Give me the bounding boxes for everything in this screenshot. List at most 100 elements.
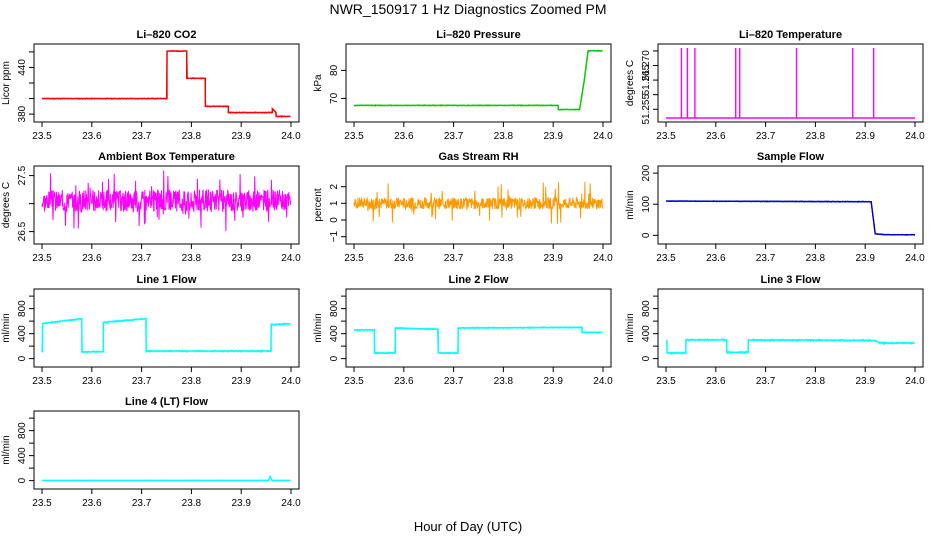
series-noise (353, 49, 603, 111)
plot-frame (33, 410, 300, 490)
y-axis-label: ml/min (625, 313, 636, 342)
series-noise (354, 325, 603, 355)
panel-title: Gas Stream RH (438, 151, 518, 163)
plot-frame (345, 165, 612, 245)
x-tick-label: 23.6 (82, 131, 102, 142)
panel-rh: Gas Stream RH percent 23.5 23.6 23.7 23.8 23.9… (313, 151, 613, 264)
x-tick-label: 23.7 (756, 376, 776, 387)
y-axis-label: Licor ppm (1, 61, 12, 105)
plot-frame (657, 288, 924, 368)
y-tick-label: 70 (329, 92, 340, 104)
x-tick-label: 23.8 (494, 376, 514, 387)
x-tick-label: 23.5 (344, 131, 364, 142)
x-tick-label: 23.6 (82, 376, 102, 387)
x-tick-label: 23.8 (182, 253, 202, 264)
y-axis-label: ml/min (1, 435, 12, 464)
plot-frame (345, 288, 612, 368)
y-axis-label: ml/min (1, 313, 12, 342)
x-tick-label: 23.7 (756, 131, 776, 142)
x-tick-label: 23.7 (132, 131, 152, 142)
y-axis-label: ml/min (625, 190, 636, 219)
panel-temp: Li–820 Temperature degrees C 23.5 23.6 23.7 2… (625, 29, 925, 142)
y-tick-label: 400 (17, 325, 28, 342)
plot-frame (657, 165, 924, 245)
x-tick-label: 23.8 (182, 376, 202, 387)
y-tick-label: 100 (641, 195, 652, 212)
x-tick-label: 23.6 (394, 253, 414, 264)
x-tick-label: 23.6 (706, 131, 726, 142)
y-tick-label: 0 (17, 477, 28, 483)
plot-frame (33, 288, 300, 368)
x-tick-label: 24.0 (281, 253, 301, 264)
x-tick-label: 23.7 (132, 498, 152, 509)
x-tick-label: 23.9 (855, 376, 875, 387)
series-rh (353, 181, 604, 224)
panel-title: Line 2 Flow (449, 274, 509, 286)
x-tick-label: 23.9 (231, 376, 251, 387)
panel-co2: Li–820 CO2 Licor ppm 23.5 23.6 23.7 23.8 23.9 2… (1, 29, 301, 142)
x-tick-label: 23.6 (82, 498, 102, 509)
panel-title: Ambient Box Temperature (98, 151, 235, 163)
series-noise (665, 200, 915, 236)
x-tick-label: 23.8 (182, 131, 202, 142)
x-tick-label: 23.5 (344, 376, 364, 387)
x-tick-label: 23.8 (806, 376, 826, 387)
y-axis-label: degrees C (1, 182, 12, 228)
y-tick-label: 0 (641, 355, 652, 361)
panel-pressure: Li–820 Pressure kPa 23.5 23.6 23.7 23.8 23.9 24… (313, 29, 613, 142)
x-tick-label: 23.5 (32, 376, 52, 387)
y-axis-label: percent (313, 188, 324, 222)
y-tick-label: 51.255 (641, 94, 652, 125)
x-tick-label: 23.9 (543, 253, 563, 264)
x-tick-label: 24.0 (905, 376, 925, 387)
panel-title: Li–820 CO2 (137, 29, 197, 41)
y-tick-label: 0 (17, 355, 28, 361)
panel-ambient: Ambient Box Temperature degrees C 23.5 23.6… (1, 151, 301, 264)
y-tick-label: 27.5 (17, 165, 28, 185)
y-tick-label: −1 (329, 231, 340, 243)
y-tick-label: 800 (17, 300, 28, 317)
panel-title: Li–820 Pressure (436, 29, 520, 41)
series-pressure (353, 49, 603, 111)
x-tick-label: 23.5 (656, 253, 676, 264)
series-noise (41, 49, 291, 118)
series-line (42, 474, 291, 482)
x-tick-label: 23.7 (132, 376, 152, 387)
series-line4 (42, 474, 291, 482)
plot-frame (657, 43, 924, 123)
y-tick-label: 440 (17, 59, 28, 76)
x-tick-label: 24.0 (905, 253, 925, 264)
y-tick-label: 26.5 (17, 221, 28, 241)
x-tick-label: 24.0 (281, 498, 301, 509)
panel-title: Li–820 Temperature (739, 29, 842, 41)
series-line (665, 200, 915, 236)
series-line (354, 50, 603, 111)
panel-title: Line 3 Flow (761, 274, 821, 286)
y-tick-label: 800 (641, 300, 652, 317)
y-tick-label: 800 (17, 422, 28, 439)
panel-sample: Sample Flow ml/min 23.5 23.6 23.7 23.8 23.9 24.… (625, 151, 925, 264)
y-tick-label: 400 (17, 447, 28, 464)
x-tick-label: 23.9 (231, 498, 251, 509)
series-line1 (41, 317, 291, 354)
x-tick-label: 23.6 (394, 131, 414, 142)
y-tick-label: 0 (329, 355, 340, 361)
x-tick-label: 23.7 (444, 131, 464, 142)
x-tick-label: 23.9 (855, 253, 875, 264)
x-tick-label: 23.9 (543, 131, 563, 142)
x-tick-label: 23.9 (231, 253, 251, 264)
x-tick-label: 23.5 (32, 253, 52, 264)
series-line (41, 317, 291, 353)
y-tick-label: 1 (329, 200, 340, 206)
y-tick-label: 0 (641, 232, 652, 238)
x-tick-label: 23.7 (444, 376, 464, 387)
panel-line4: Line 4 (LT) Flow ml/min 23.5 23.6 23.7 23.8 23… (1, 396, 301, 509)
y-axis-label: degrees C (625, 60, 636, 106)
series-temp (666, 48, 915, 119)
plot-frame (345, 43, 612, 123)
panel-line2: Line 2 Flow ml/min 23.5 23.6 23.7 23.8 23.9 24.… (313, 274, 613, 387)
x-tick-label: 23.6 (394, 376, 414, 387)
y-tick-label: 400 (641, 325, 652, 342)
y-tick-label: 800 (329, 300, 340, 317)
